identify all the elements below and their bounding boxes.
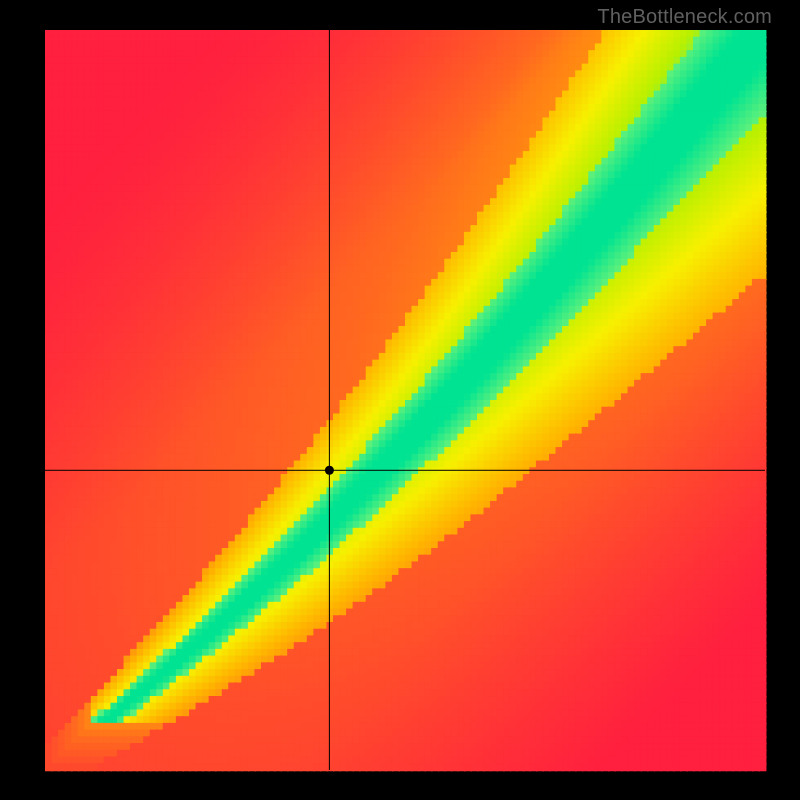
watermark-text: TheBottleneck.com	[597, 6, 772, 29]
chart-container: TheBottleneck.com	[0, 0, 800, 800]
heatmap-plot	[0, 0, 800, 800]
